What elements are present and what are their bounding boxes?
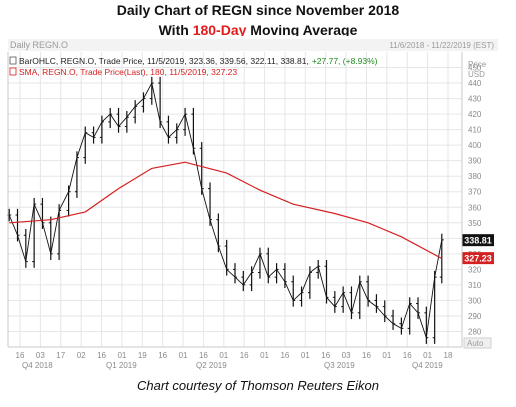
x-tick-label: 16: [158, 351, 167, 360]
x-tick-label: 19: [138, 351, 147, 360]
auto-scale-button[interactable]: [463, 337, 492, 349]
auto-scale-label: Auto: [467, 339, 484, 348]
x-tick-label: 01: [423, 351, 432, 360]
price-unit-line: USD: [468, 70, 485, 79]
quarter-label: Q3 2019: [324, 361, 355, 370]
x-tick-label: 16: [240, 351, 249, 360]
y-tick-label: 380: [468, 172, 482, 181]
chart-background: [0, 36, 516, 370]
plot-area: 338.81 327.23: [7, 76, 494, 344]
x-tick-label: 16: [403, 351, 412, 360]
y-tick-label: 280: [468, 327, 482, 336]
price-series-line: [8, 81, 443, 338]
y-tick-label: 390: [468, 157, 482, 166]
y-tick-label: 350: [468, 219, 482, 228]
legend-sma: SMA, REGN.O, Trade Price(Last), 180, 11/…: [9, 67, 237, 77]
legend-bar: BarOHLC, REGN.O, Trade Price, 11/5/2019,…: [9, 56, 378, 66]
quarter-label: Q4 2018: [22, 361, 53, 370]
legend-bar-values: BarOHLC, REGN.O, Trade Price, 11/5/2019,…: [19, 56, 309, 66]
bar-legend-icon: [9, 56, 17, 65]
price-chart[interactable]: Daily REGN.O 11/6/2018 - 11/22/2019 (EST…: [0, 36, 516, 370]
x-tick-label: 16: [280, 351, 289, 360]
y-tick-label: 420: [468, 110, 482, 119]
y-tick-label: 290: [468, 312, 482, 321]
y-tick-label: 400: [468, 141, 482, 150]
y-tick-label: 370: [468, 188, 482, 197]
y-tick-label: 410: [468, 126, 482, 135]
legend-bar-text: BarOHLC, REGN.O, Trade Price, 11/5/2019,…: [19, 56, 378, 66]
legend-bar-change: +27.77, (+8.93%): [312, 56, 378, 66]
x-tick-label: 02: [77, 351, 86, 360]
y-tick-label: 440: [468, 79, 482, 88]
panel-date-range: 11/6/2018 - 11/22/2019 (EST): [389, 41, 494, 50]
y-tick-label: 320: [468, 265, 482, 274]
x-tick-label: 16: [16, 351, 25, 360]
subtitle-post: Moving Average: [246, 22, 358, 38]
chart-subtitle: With 180-Day Moving Average: [0, 22, 516, 38]
x-axis: 16 03 17 02 16 01 19 16 01 16 01 16 01 16 01 16 03 16 01 16…: [16, 351, 453, 360]
y-tick-label: 310: [468, 281, 482, 290]
y-tick-label: 360: [468, 203, 482, 212]
quarter-label: Q1 2019: [106, 361, 137, 370]
x-tick-label: 01: [179, 351, 188, 360]
x-tick-label: 03: [36, 351, 45, 360]
y-tick-label: 430: [468, 95, 482, 104]
price-unit-line: Price: [468, 60, 487, 69]
x-tick-label: 01: [382, 351, 391, 360]
y-tick-label: 450: [468, 64, 482, 73]
sma-price-label: 327.23: [464, 254, 492, 264]
quarter-label: Q2 2019: [196, 361, 227, 370]
x-tick-label: 16: [321, 351, 330, 360]
chart-title: Daily Chart of REGN since November 2018: [116, 2, 400, 18]
y-axis: 2802903003103203303403503603703803904004…: [468, 64, 482, 337]
quarter-label: Q4 2019: [412, 361, 443, 370]
x-tick-label: 01: [260, 351, 269, 360]
price-unit-label: Price USD: [468, 60, 487, 79]
x-tick-label: 16: [97, 351, 106, 360]
legend-sma-text: SMA, REGN.O, Trade Price(Last), 180, 11/…: [19, 67, 237, 77]
y-tick-label: 300: [468, 296, 482, 305]
panel-name: Daily REGN.O: [10, 40, 68, 50]
x-tick-label: 18: [444, 351, 453, 360]
subtitle-pre: With: [158, 22, 193, 38]
last-price-label: 338.81: [464, 236, 492, 246]
x-tick-label: 01: [301, 351, 310, 360]
sma-line: [9, 161, 443, 260]
x-tick-label: 01: [219, 351, 228, 360]
x-tick-label: 17: [56, 351, 65, 360]
x-tick-label: 03: [342, 351, 351, 360]
sma-legend-icon: [9, 67, 17, 76]
x-tick-label: 16: [199, 351, 208, 360]
x-tick-label: 16: [362, 351, 371, 360]
x-tick-label: 01: [117, 351, 126, 360]
panel-header-bar: [8, 39, 498, 51]
subtitle-highlight: 180-Day: [192, 22, 247, 38]
sma-price-label-bg: [462, 252, 494, 265]
chart-credit: Chart courtesy of Thomson Reuters Eikon: [136, 378, 380, 393]
last-price-label-bg: [462, 234, 494, 247]
quarter-axis: Q4 2018 Q1 2019 Q2 2019 Q3 2019 Q4 2019: [22, 361, 443, 370]
